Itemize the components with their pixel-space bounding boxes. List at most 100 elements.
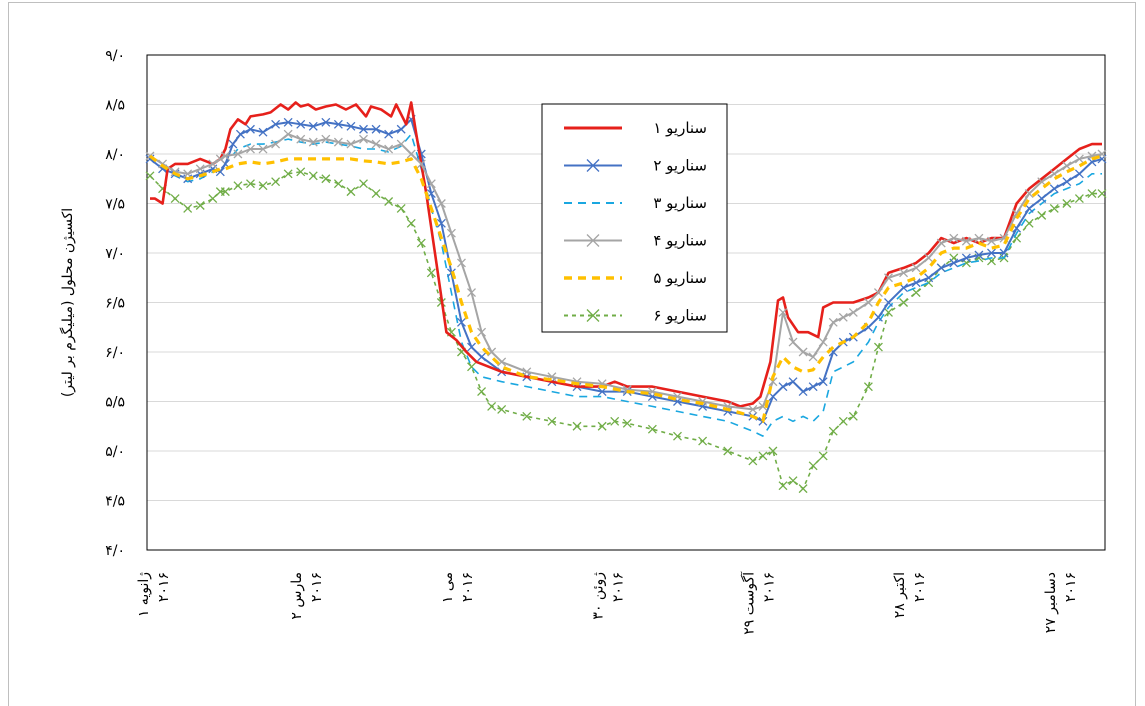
data-point-marker — [1074, 154, 1084, 164]
data-point-marker — [457, 317, 466, 327]
data-point-marker — [788, 377, 798, 387]
data-point-marker — [271, 119, 281, 129]
legend-entry-1: سناریو ۱ — [564, 119, 707, 137]
data-point-marker — [1024, 189, 1034, 199]
y-tick-label: ۸/۵ — [105, 98, 125, 114]
data-point-marker — [808, 382, 818, 392]
data-point-marker — [396, 203, 406, 213]
data-point-marker — [183, 203, 193, 213]
data-point-marker — [477, 352, 487, 362]
legend-label: سناریو ۵ — [653, 269, 707, 287]
data-point-marker — [283, 117, 293, 127]
data-point-marker — [457, 258, 466, 268]
data-point-marker — [497, 404, 507, 414]
data-point-marker — [477, 327, 487, 337]
data-point-marker — [838, 312, 848, 322]
data-point-marker — [246, 144, 255, 154]
legend-box — [541, 103, 728, 333]
data-point-marker — [406, 218, 416, 228]
data-point-marker — [808, 352, 818, 362]
data-point-marker — [271, 139, 281, 149]
data-point-marker — [396, 139, 406, 149]
y-tick-label: ۹/۰ — [105, 48, 125, 64]
data-point-marker — [246, 179, 255, 189]
data-point-marker — [296, 119, 306, 129]
data-point-marker — [1074, 194, 1084, 204]
data-point-marker — [949, 258, 959, 268]
data-point-marker — [321, 174, 331, 184]
x-tick: ۲ مارس ۲۰۱۶ — [289, 572, 325, 620]
data-point-marker — [597, 421, 607, 431]
y-tick-label: ۷/۰ — [105, 246, 125, 262]
data-point-marker — [818, 377, 828, 387]
x-tick-label-line1: ۲۹ آگوست — [740, 571, 757, 635]
data-point-marker — [1024, 218, 1034, 228]
data-point-marker — [384, 129, 394, 139]
data-point-marker — [436, 218, 446, 228]
x-tick-label-line1: ۳۰ ژوئن — [591, 572, 607, 620]
data-point-marker — [283, 169, 293, 179]
x-tick-label-line1: ۲۷ دسامبر — [1043, 572, 1059, 633]
x-tick-label-line1: ۱ ژانویه — [136, 572, 152, 617]
y-tick-label: ۶/۵ — [105, 296, 125, 312]
data-point-marker — [758, 451, 768, 461]
data-point-marker — [808, 461, 818, 471]
legend-entry-6: سناریو ۶ — [564, 307, 707, 325]
data-point-marker — [1074, 169, 1084, 179]
data-point-marker — [446, 228, 456, 238]
data-point-marker — [873, 312, 883, 322]
data-point-marker — [1037, 194, 1047, 204]
data-point-marker — [371, 124, 381, 134]
data-point-marker — [848, 307, 858, 317]
y-axis-title: اکسیژن محلول (میلیگرم بر لیتر) — [59, 208, 76, 397]
data-point-marker — [768, 377, 778, 387]
data-point-marker — [547, 416, 557, 426]
x-tick-label-line2: ۲۰۱۶ — [611, 572, 627, 602]
data-point-marker — [1037, 210, 1047, 220]
data-point-marker — [798, 347, 808, 357]
data-point-marker — [522, 411, 532, 421]
data-point-marker — [936, 263, 946, 273]
data-point-marker — [208, 194, 218, 204]
data-point-marker — [1087, 189, 1097, 199]
data-point-marker — [899, 298, 909, 307]
data-point-marker — [233, 149, 243, 159]
data-point-marker — [610, 416, 620, 426]
data-point-marker — [235, 129, 245, 139]
data-point-marker — [838, 416, 848, 426]
data-point-marker — [228, 139, 238, 149]
y-tick-label: ۵/۵ — [105, 395, 125, 411]
legend-label: سناریو ۲ — [653, 157, 707, 175]
data-point-marker — [467, 288, 476, 298]
legend-label: سناریو ۴ — [653, 232, 707, 250]
data-point-marker — [798, 387, 808, 397]
data-point-marker — [416, 238, 426, 248]
data-point-marker — [477, 387, 487, 397]
x-tick-label-line1: ۲۸ اکتبر — [892, 572, 908, 618]
x-tick-label-line2: ۲۰۱۶ — [309, 572, 325, 602]
data-point-marker — [818, 451, 828, 461]
x-tick: ۲۷ دسامبر ۲۰۱۶ — [1043, 572, 1079, 633]
data-point-marker — [961, 253, 971, 263]
data-point-marker — [974, 250, 984, 260]
data-point-marker — [1037, 177, 1047, 187]
data-point-marker — [321, 134, 331, 144]
data-point-marker — [396, 124, 406, 134]
data-point-marker — [233, 181, 243, 191]
data-point-marker — [572, 421, 582, 431]
series-2 — [145, 114, 1107, 426]
data-point-marker — [333, 137, 343, 147]
y-tick-label: ۶/۰ — [105, 345, 125, 361]
data-point-marker — [778, 307, 788, 317]
data-point-marker — [296, 134, 306, 144]
legend-marker — [586, 159, 600, 172]
series-5 — [149, 154, 1103, 423]
data-point-marker — [828, 426, 838, 436]
data-point-marker — [258, 144, 268, 154]
data-point-marker — [416, 159, 426, 169]
x-tick-label-line2: ۲۰۱۶ — [1063, 572, 1079, 602]
x-tick-label-line1: ۱ می — [440, 572, 456, 603]
legend-marker — [586, 309, 600, 322]
data-point-marker — [296, 167, 306, 177]
